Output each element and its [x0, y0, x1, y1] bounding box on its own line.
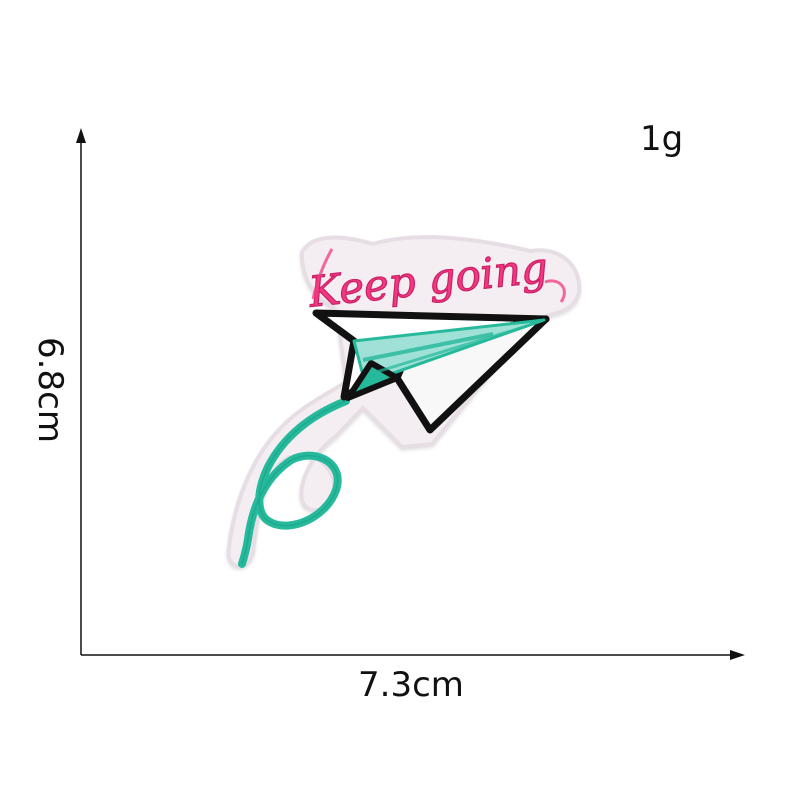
dimension-lines [76, 128, 745, 660]
string-embroidery [238, 397, 350, 568]
height-label: 6.8cm [30, 337, 70, 443]
weight-label: 1g [640, 119, 684, 159]
width-label: 7.3cm [358, 665, 464, 705]
paper-airplane-icon [312, 309, 550, 434]
